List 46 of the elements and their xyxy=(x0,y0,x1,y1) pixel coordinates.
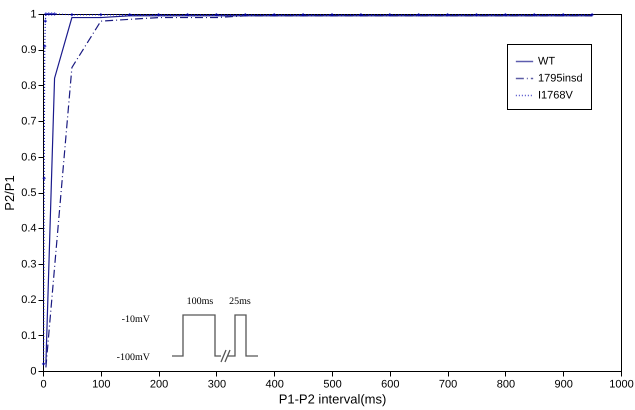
y-tick-label: 0.9 xyxy=(21,44,36,56)
y-tick-label: 0.5 xyxy=(21,187,36,199)
x-tick-label: 1000 xyxy=(609,378,634,390)
x-tick-label: 300 xyxy=(208,378,226,390)
y-tick-label: 0.3 xyxy=(21,258,36,270)
point xyxy=(330,12,334,17)
y-axis-title: P2/P1 xyxy=(2,175,18,211)
y-tick-label: 0.8 xyxy=(21,80,36,92)
x-tick-label: 600 xyxy=(381,378,400,390)
point xyxy=(504,12,508,17)
point xyxy=(156,12,160,17)
legend-label: I1768V xyxy=(538,90,574,102)
point xyxy=(42,44,47,48)
point xyxy=(42,176,46,180)
point xyxy=(359,12,363,17)
x-tick-label: 400 xyxy=(266,378,284,390)
legend-label: WT xyxy=(538,56,556,68)
point xyxy=(43,19,48,24)
y-tick-label: 0.2 xyxy=(21,294,36,306)
annotation: -10mV xyxy=(122,314,151,325)
point xyxy=(590,12,594,17)
x-tick-label: 700 xyxy=(438,378,458,390)
x-tick-label: 100 xyxy=(92,378,110,390)
x-tick-label: 200 xyxy=(150,378,168,390)
annotation: 25ms xyxy=(229,296,251,307)
y-tick-label: 0.7 xyxy=(21,116,36,128)
y-tick-label: 0 xyxy=(30,366,36,378)
point xyxy=(186,12,190,17)
point xyxy=(301,12,305,17)
x-tick-label: 500 xyxy=(323,378,342,390)
y-tick-label: 0.1 xyxy=(21,330,36,342)
y-tick-label: 0.6 xyxy=(21,151,36,164)
point xyxy=(214,12,218,17)
point xyxy=(42,362,46,366)
y-tick-label: 0.4 xyxy=(21,222,36,235)
x-tick-label: 0 xyxy=(40,378,47,390)
y-tick-label: 1 xyxy=(30,8,36,20)
x-tick-label: 800 xyxy=(496,378,516,390)
x-axis-title: P1-P2 interval(ms) xyxy=(278,392,386,406)
point xyxy=(446,12,450,17)
point xyxy=(474,12,478,17)
annotation: -100mV xyxy=(116,352,151,363)
annotation: 100ms xyxy=(186,296,214,307)
point xyxy=(70,12,74,17)
x-tick-label: 900 xyxy=(554,378,573,390)
legend-label: 1795insd xyxy=(538,72,583,84)
